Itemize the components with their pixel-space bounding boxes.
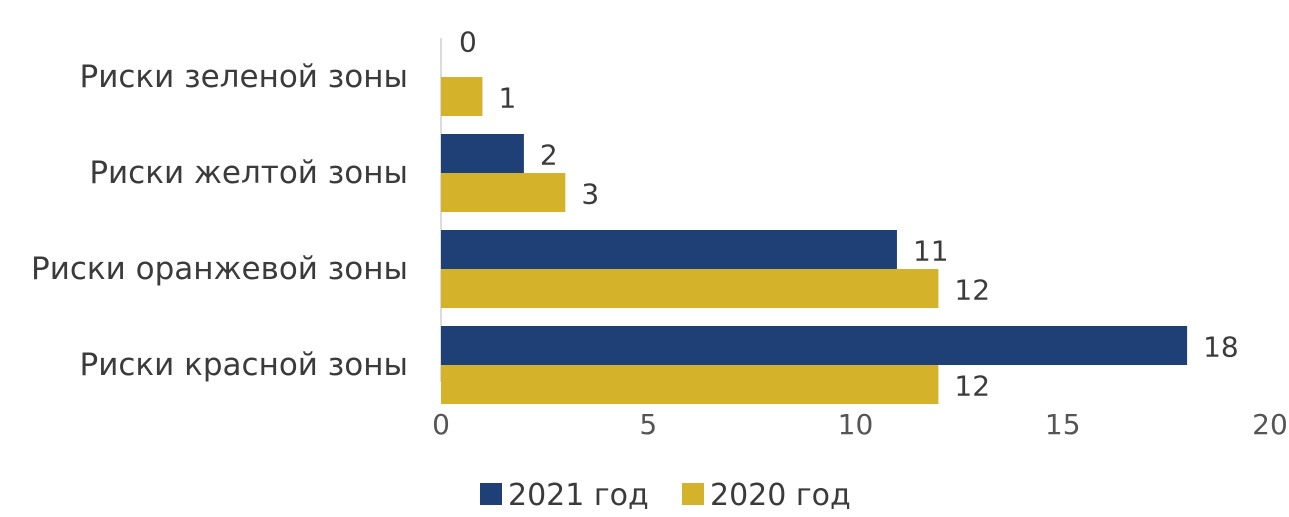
x-tick-label: 10 bbox=[838, 408, 874, 441]
bar-2021-год bbox=[441, 326, 1188, 365]
data-label: 2 bbox=[540, 139, 558, 172]
bar-2020-год bbox=[441, 173, 566, 212]
category-label: Риски зеленой зоны bbox=[80, 59, 408, 95]
legend-swatch bbox=[480, 483, 502, 505]
x-tick-label: 15 bbox=[1045, 408, 1081, 441]
category-label: Риски красной зоны bbox=[80, 347, 408, 383]
labels-layer: Риски зеленой зоны 01 Риски желтой зоны 23 Р… bbox=[31, 26, 1239, 403]
x-tick-label: 20 bbox=[1252, 408, 1288, 441]
data-label: 0 bbox=[459, 26, 477, 59]
data-label: 12 bbox=[954, 274, 990, 307]
data-label: 1 bbox=[498, 82, 516, 115]
data-label: 3 bbox=[581, 178, 599, 211]
data-label: 18 bbox=[1203, 331, 1239, 364]
data-label: 12 bbox=[954, 370, 990, 403]
bar-2021-год bbox=[441, 134, 524, 173]
bar-2020-год bbox=[441, 269, 939, 308]
legend-label: 2021 год bbox=[508, 478, 649, 512]
legend-swatch bbox=[682, 483, 704, 505]
bar-2020-год bbox=[441, 77, 483, 116]
category-label: Риски желтой зоны bbox=[89, 155, 408, 191]
data-label: 11 bbox=[913, 235, 949, 268]
bar-2021-год bbox=[441, 230, 897, 269]
legend-label: 2020 год bbox=[710, 478, 851, 512]
x-axis-ticks: 0 5 10 15 20 bbox=[432, 408, 1288, 441]
bar-2020-год bbox=[441, 365, 939, 404]
bars-layer bbox=[441, 77, 1188, 404]
x-tick-label: 0 bbox=[432, 408, 450, 441]
category-label: Риски оранжевой зоны bbox=[31, 251, 408, 287]
legend: 2021 год 2020 год bbox=[480, 478, 851, 513]
x-tick-label: 5 bbox=[639, 408, 657, 441]
